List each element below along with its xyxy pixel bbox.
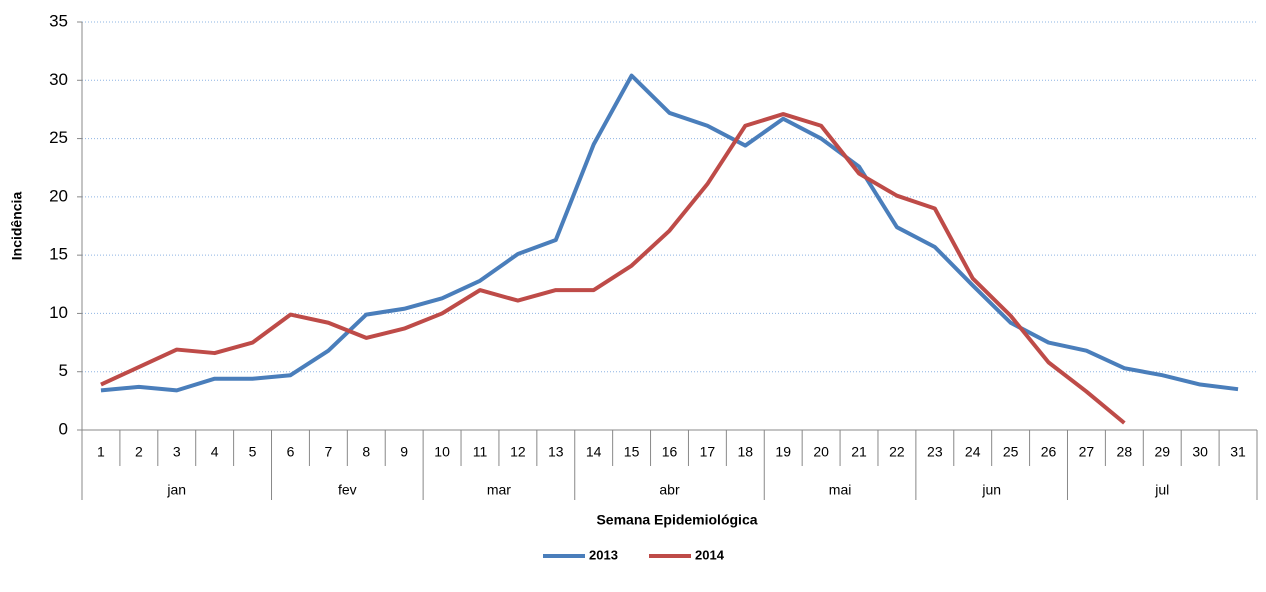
y-tick-label: 5 bbox=[59, 361, 68, 380]
month-label: mai bbox=[829, 482, 852, 498]
x-tick-label: 30 bbox=[1192, 444, 1208, 460]
x-tick-label: 27 bbox=[1079, 444, 1095, 460]
y-axis-title: Incidência bbox=[9, 192, 25, 261]
y-tick-label: 15 bbox=[49, 245, 68, 264]
x-tick-label: 17 bbox=[700, 444, 716, 460]
x-tick-label: 12 bbox=[510, 444, 526, 460]
x-tick-label: 20 bbox=[813, 444, 829, 460]
y-tick-label: 0 bbox=[59, 419, 68, 438]
month-label: jul bbox=[1154, 482, 1169, 498]
x-tick-label: 11 bbox=[473, 444, 488, 460]
x-tick-label: 3 bbox=[173, 444, 181, 460]
x-tick-label: 9 bbox=[400, 444, 408, 460]
x-tick-label: 28 bbox=[1117, 444, 1133, 460]
x-tick-label: 6 bbox=[287, 444, 295, 460]
x-tick-label: 4 bbox=[211, 444, 219, 460]
y-tick-label: 35 bbox=[49, 11, 68, 30]
series-line bbox=[100, 112, 1126, 425]
x-tick-label: 29 bbox=[1154, 444, 1170, 460]
x-tick-label: 13 bbox=[548, 444, 564, 460]
x-tick-label: 31 bbox=[1230, 444, 1246, 460]
y-tick-label: 20 bbox=[49, 186, 68, 205]
month-label: jan bbox=[166, 482, 186, 498]
x-tick-label: 2 bbox=[135, 444, 143, 460]
y-tick-label: 10 bbox=[49, 303, 68, 322]
x-tick-label: 25 bbox=[1003, 444, 1019, 460]
x-tick-label: 1 bbox=[97, 444, 105, 460]
x-tick-label: 18 bbox=[738, 444, 754, 460]
x-tick-label: 23 bbox=[927, 444, 943, 460]
month-label: fev bbox=[338, 482, 357, 498]
legend-label: 2014 bbox=[695, 547, 725, 562]
x-tick-label: 19 bbox=[775, 444, 791, 460]
x-axis-title: Semana Epidemiológica bbox=[596, 512, 757, 528]
y-tick-label: 30 bbox=[49, 70, 68, 89]
x-tick-label: 7 bbox=[324, 444, 332, 460]
series-line bbox=[100, 73, 1239, 393]
x-tick-label: 15 bbox=[624, 444, 640, 460]
x-tick-label: 26 bbox=[1041, 444, 1057, 460]
x-tick-label: 14 bbox=[586, 444, 602, 460]
month-label: abr bbox=[659, 482, 680, 498]
x-tick-label: 22 bbox=[889, 444, 905, 460]
x-tick-label: 24 bbox=[965, 444, 981, 460]
x-tick-label: 10 bbox=[434, 444, 450, 460]
legend-label: 2013 bbox=[589, 547, 618, 562]
month-label: mar bbox=[487, 482, 511, 498]
x-tick-label: 21 bbox=[851, 444, 867, 460]
x-tick-label: 5 bbox=[249, 444, 257, 460]
x-tick-label: 16 bbox=[662, 444, 678, 460]
y-tick-label: 25 bbox=[49, 128, 68, 147]
x-tick-label: 8 bbox=[362, 444, 370, 460]
month-label: jun bbox=[981, 482, 1001, 498]
